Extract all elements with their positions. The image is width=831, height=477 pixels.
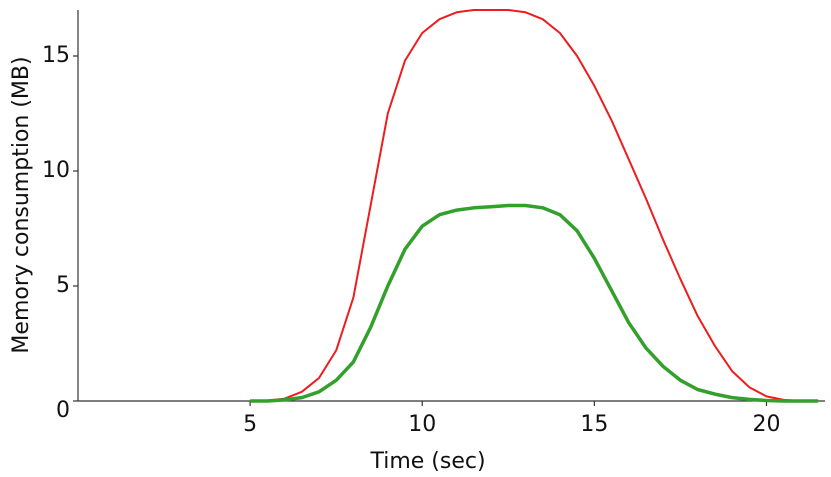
x-tick-label: 5 <box>243 412 257 437</box>
x-axis-label: Time (sec) <box>369 449 485 474</box>
y-tick-label: 5 <box>56 273 70 298</box>
y-axis-label: Memory consumption (MB) <box>9 56 34 353</box>
y-tick-label: 15 <box>42 43 70 68</box>
x-tick-label: 20 <box>752 412 780 437</box>
y-tick-label: 0 <box>56 398 70 423</box>
data-line <box>250 9 819 402</box>
x-tick-label: 10 <box>408 412 436 437</box>
y-tick-label: 10 <box>42 158 70 183</box>
x-tick-label: 15 <box>580 412 608 437</box>
data-line <box>250 203 819 403</box>
